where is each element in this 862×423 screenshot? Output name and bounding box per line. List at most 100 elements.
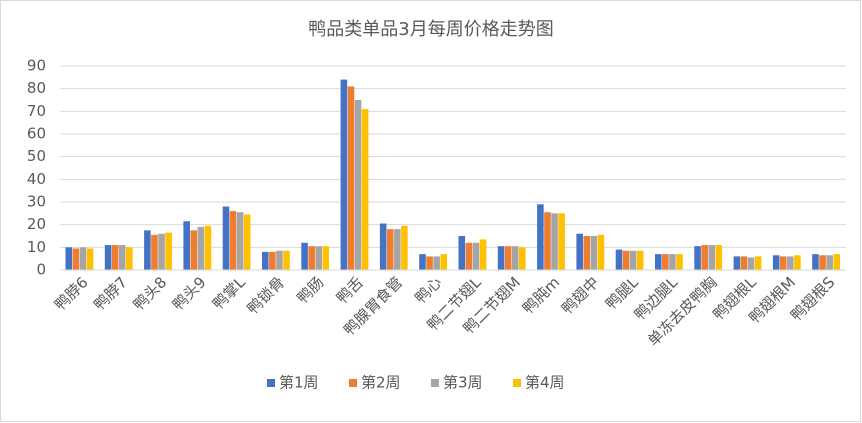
legend-label: 第3周 xyxy=(443,374,483,392)
legend-swatch xyxy=(349,379,357,387)
bar xyxy=(708,245,716,270)
bar xyxy=(615,249,623,270)
bar xyxy=(636,250,644,270)
y-tick-label: 60 xyxy=(27,125,46,143)
legend-swatch xyxy=(513,379,521,387)
y-tick-label: 80 xyxy=(27,79,46,97)
bar xyxy=(576,233,583,270)
bar xyxy=(229,211,237,270)
legend-label: 第2周 xyxy=(361,374,401,392)
chart-title: 鸭品类单品3月每周价格走势图 xyxy=(308,19,553,40)
bar xyxy=(519,247,526,270)
bar xyxy=(283,250,290,270)
bar xyxy=(662,254,669,270)
bar xyxy=(269,251,276,270)
bar xyxy=(740,256,748,270)
bar xyxy=(308,246,315,270)
bar xyxy=(819,255,826,270)
bar xyxy=(537,204,544,270)
bar xyxy=(433,256,440,270)
legend-swatch xyxy=(431,379,439,387)
bar xyxy=(465,242,473,270)
bar xyxy=(262,251,269,270)
y-tick-label: 30 xyxy=(27,193,46,211)
bar xyxy=(833,254,840,270)
bar xyxy=(779,256,787,270)
bar xyxy=(694,246,701,270)
bar xyxy=(301,242,308,270)
y-tick-label: 50 xyxy=(27,147,46,165)
bar xyxy=(386,229,394,270)
bar xyxy=(590,236,598,270)
bar xyxy=(394,229,401,270)
bar xyxy=(419,254,426,270)
legend-label: 第4周 xyxy=(525,374,565,392)
bar xyxy=(197,226,205,270)
bar xyxy=(79,247,87,270)
bar xyxy=(472,242,480,270)
bar xyxy=(511,246,519,270)
bar xyxy=(111,245,119,270)
bar xyxy=(361,109,369,270)
y-tick-label: 70 xyxy=(27,102,46,120)
bar xyxy=(151,234,158,270)
bar xyxy=(340,79,348,270)
bar xyxy=(315,246,323,270)
bar xyxy=(669,254,676,270)
bar xyxy=(236,212,244,270)
bar xyxy=(676,254,683,270)
bar xyxy=(458,236,466,270)
y-tick-label: 0 xyxy=(36,261,46,279)
bar xyxy=(733,256,741,270)
bar xyxy=(440,254,447,270)
bar xyxy=(347,86,355,271)
bar xyxy=(86,248,94,270)
bar xyxy=(812,254,819,270)
legend-label: 第1周 xyxy=(279,374,319,392)
legend-swatch xyxy=(267,379,275,387)
bar xyxy=(772,255,780,270)
bar xyxy=(190,230,198,270)
bar xyxy=(72,248,80,270)
bar xyxy=(183,221,190,270)
bar xyxy=(544,212,551,270)
bar xyxy=(104,245,112,270)
bar xyxy=(379,223,387,270)
bar xyxy=(551,213,558,270)
y-tick-label: 40 xyxy=(27,170,46,188)
bar xyxy=(622,250,630,270)
bar xyxy=(497,246,505,270)
bar xyxy=(794,255,801,270)
bar xyxy=(629,250,637,270)
y-tick-label: 10 xyxy=(27,238,46,256)
bar xyxy=(754,256,762,270)
bar xyxy=(479,239,487,270)
bar xyxy=(597,234,605,270)
bar xyxy=(826,255,833,270)
bar xyxy=(222,206,230,270)
bar xyxy=(165,232,172,270)
bar xyxy=(583,236,591,270)
bar xyxy=(354,100,362,270)
bar xyxy=(715,245,723,270)
bar xyxy=(126,247,133,270)
bar xyxy=(65,247,73,270)
y-tick-label: 20 xyxy=(27,215,46,233)
bar xyxy=(701,245,708,270)
bar xyxy=(787,256,794,270)
bar xyxy=(747,257,755,270)
bar xyxy=(322,246,330,270)
bar xyxy=(204,225,212,270)
bar xyxy=(243,214,251,270)
y-tick-label: 90 xyxy=(27,57,46,75)
bar xyxy=(158,233,165,270)
bar xyxy=(118,245,126,270)
bar xyxy=(276,250,283,270)
bar xyxy=(655,254,662,270)
bar xyxy=(558,213,565,270)
bar xyxy=(426,256,433,270)
bar xyxy=(401,225,408,270)
bar xyxy=(144,230,151,270)
